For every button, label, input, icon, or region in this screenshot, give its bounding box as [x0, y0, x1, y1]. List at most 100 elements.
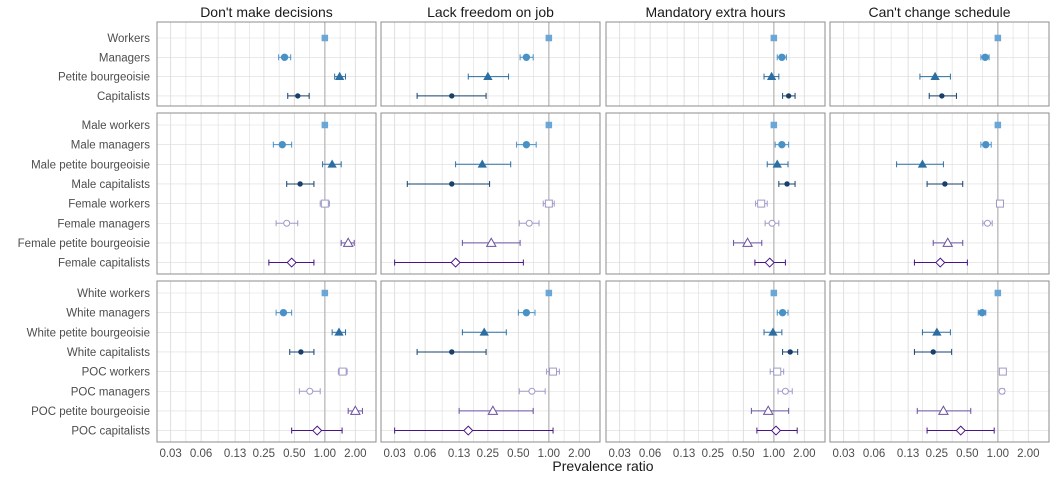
- data-point: [919, 71, 951, 80]
- data-point: [763, 71, 780, 80]
- data-point: [932, 237, 964, 247]
- data-point: [406, 180, 491, 187]
- data-point: [322, 159, 342, 168]
- x-tick-label: 0.25: [926, 448, 948, 460]
- x-tick-label: 0.50: [507, 448, 529, 460]
- y-category-label: Male capitalists: [71, 179, 150, 191]
- point-diamond: [312, 425, 323, 436]
- column-title: Mandatory extra hours: [645, 4, 785, 20]
- column-title: Don't make decisions: [200, 4, 333, 20]
- point-square: [545, 289, 553, 297]
- panel-border: [156, 112, 377, 275]
- point-circle: [278, 140, 286, 149]
- data-point: [913, 348, 953, 355]
- y-category-label: Female capitalists: [58, 258, 150, 270]
- data-point: [545, 34, 553, 42]
- data-point: [980, 53, 990, 61]
- panel: [829, 21, 1050, 107]
- panel: [380, 21, 601, 107]
- point-circle: [778, 140, 786, 149]
- data-point: [416, 348, 487, 355]
- point-dot: [784, 181, 790, 187]
- data-point: [764, 219, 780, 227]
- data-point: [546, 367, 560, 376]
- data-point: [994, 34, 1002, 42]
- data-point: [518, 387, 546, 395]
- y-category-label: POC petite bourgeoisie: [31, 406, 150, 418]
- point-circle: [998, 387, 1006, 395]
- data-point: [278, 53, 292, 61]
- data-point: [980, 140, 992, 149]
- point-square: [757, 199, 766, 208]
- panel-border: [829, 280, 1050, 443]
- point-triangle: [942, 237, 954, 247]
- panel: [829, 112, 1050, 275]
- point-circle: [768, 219, 776, 227]
- data-point: [913, 257, 968, 268]
- point-diamond: [463, 425, 474, 436]
- data-point: [275, 308, 293, 317]
- data-point: [287, 92, 310, 99]
- y-category-label: Female petite bourgeoisie: [18, 238, 150, 250]
- point-square: [998, 367, 1007, 376]
- x-tick-label: 0.13: [448, 448, 470, 460]
- x-tick-label: 2.00: [344, 448, 366, 460]
- point-triangle: [937, 405, 949, 415]
- point-circle: [778, 53, 786, 61]
- point-diamond: [955, 425, 966, 436]
- data-point: [926, 425, 995, 436]
- point-square: [545, 34, 553, 42]
- x-tick-label: 0.25: [253, 448, 275, 460]
- y-category-label: Workers: [107, 33, 150, 45]
- x-axis-title: Prevalence ratio: [552, 458, 653, 474]
- panel-border: [829, 21, 1050, 107]
- point-square: [544, 199, 553, 208]
- data-point: [916, 405, 972, 415]
- data-point: [770, 121, 778, 129]
- data-point: [517, 308, 536, 317]
- point-dot: [449, 349, 455, 355]
- x-tick-label: 0.06: [190, 448, 212, 460]
- data-point: [982, 219, 993, 227]
- data-point: [763, 327, 783, 336]
- panel-border: [829, 112, 1050, 275]
- x-tick-label: 0.50: [956, 448, 978, 460]
- point-triangle: [768, 327, 778, 336]
- panel: [605, 112, 826, 275]
- point-circle: [525, 219, 533, 227]
- point-circle: [280, 53, 289, 61]
- point-square: [773, 367, 782, 376]
- y-category-label: POC workers: [82, 367, 151, 379]
- panel: [605, 280, 826, 443]
- data-point: [778, 180, 796, 187]
- point-circle: [306, 387, 314, 395]
- data-point: [394, 257, 524, 268]
- x-tick-label: 0.50: [732, 448, 754, 460]
- point-square: [545, 121, 553, 129]
- data-point: [455, 159, 512, 168]
- panel-border: [605, 280, 826, 443]
- point-dot: [787, 349, 793, 355]
- y-category-label: Capitalists: [97, 91, 150, 103]
- panel: [156, 280, 377, 443]
- panel-border: [605, 21, 826, 107]
- y-category-label: Male managers: [71, 140, 151, 152]
- point-dot: [297, 181, 303, 187]
- point-diamond: [286, 257, 297, 268]
- x-tick-label: 0.25: [702, 448, 724, 460]
- data-point: [998, 387, 1006, 395]
- data-point: [321, 34, 329, 42]
- data-point: [394, 425, 554, 436]
- x-tick-label: 0.13: [224, 448, 246, 460]
- point-square: [994, 34, 1002, 42]
- data-point: [769, 367, 785, 376]
- point-dot: [449, 181, 455, 187]
- y-category-label: Female managers: [57, 218, 150, 230]
- panel-border: [156, 280, 377, 443]
- x-tick-label: 0.06: [414, 448, 436, 460]
- y-category-label: White petite bourgeoisie: [27, 327, 150, 339]
- x-tick-label: 0.06: [639, 448, 661, 460]
- marks-layer: [268, 34, 1007, 436]
- point-triangle: [766, 71, 777, 80]
- point-triangle: [487, 405, 499, 415]
